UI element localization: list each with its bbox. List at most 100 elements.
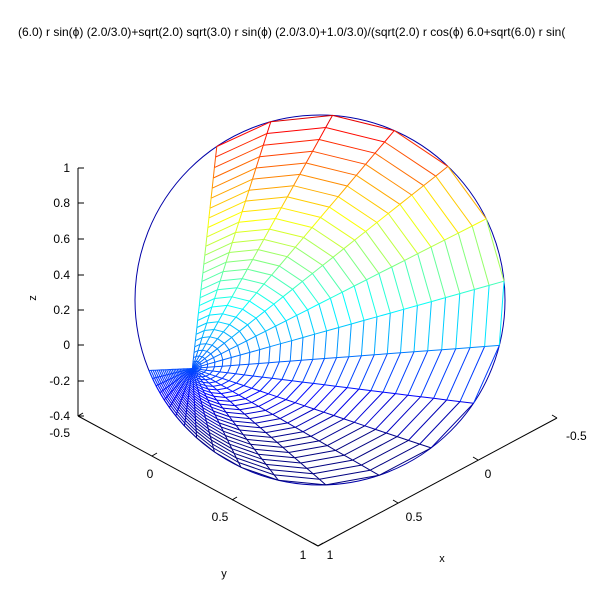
mesh-radial-segment — [187, 378, 190, 381]
mesh-radial-segment — [201, 366, 208, 369]
mesh-ring-segment — [361, 439, 409, 466]
mesh-ring-segment — [360, 320, 365, 356]
mesh-ring-segment — [211, 344, 218, 350]
mesh-ring-segment — [285, 320, 293, 341]
mesh-radial-segment — [391, 259, 405, 268]
mesh-ring-segment — [163, 399, 170, 408]
mesh-radial-segment — [165, 396, 168, 399]
mesh-radial-segment — [177, 406, 180, 410]
mesh-ring-segment — [206, 321, 219, 324]
mesh-radial-segment — [325, 115, 333, 128]
mesh-ring-segment — [221, 426, 244, 436]
mesh-radial-segment — [295, 402, 305, 407]
mesh-radial-segment — [299, 162, 307, 175]
mesh-radial-segment — [231, 448, 235, 454]
mesh-radial-segment — [216, 399, 221, 405]
mesh-ring-segment — [171, 377, 175, 383]
z-axis-label: z — [27, 295, 39, 301]
mesh-radial-segment — [167, 385, 170, 388]
x-axis-label: x — [439, 553, 445, 565]
mesh-radial-segment — [172, 399, 175, 403]
mesh-radial-segment — [474, 284, 490, 290]
mesh-radial-segment — [280, 196, 288, 209]
mesh-ring-segment — [204, 242, 233, 256]
mesh-ring-segment — [232, 238, 264, 244]
mesh-radial-segment — [279, 360, 291, 363]
mesh-radial-segment — [403, 305, 418, 310]
mesh-radial-segment — [370, 390, 384, 393]
mesh-radial-segment — [431, 297, 446, 303]
mesh-radial-segment — [210, 439, 213, 445]
mesh-radial-segment — [260, 427, 267, 433]
mesh-radial-segment — [170, 403, 173, 406]
mesh-ring-segment — [248, 185, 294, 191]
mesh-radial-segment — [175, 413, 178, 417]
mesh-radial-segment — [276, 442, 284, 448]
mesh-radial-segment — [220, 384, 228, 389]
mesh-ring-segment — [235, 316, 248, 326]
mesh-ring-segment — [220, 380, 230, 386]
mesh-radial-segment — [188, 375, 191, 378]
mesh-radial-segment — [180, 375, 183, 378]
mesh-radial-segment — [170, 390, 173, 393]
mesh-ring-segment — [222, 407, 240, 411]
mesh-radial-segment — [243, 385, 252, 389]
mesh-radial-segment — [202, 264, 205, 273]
mesh-radial-segment — [222, 357, 232, 361]
mesh-radial-segment — [332, 248, 345, 258]
mesh-radial-segment — [192, 361, 196, 366]
mesh-radial-segment — [179, 373, 182, 376]
mesh-ring-segment — [231, 296, 250, 302]
mesh-ring-segment — [216, 399, 231, 402]
mesh-ring-segment — [216, 387, 227, 391]
mesh-ring-segment — [209, 313, 223, 316]
mesh-radial-segment — [271, 265, 280, 276]
mesh-radial-segment — [199, 337, 203, 345]
mesh-ring-segment — [266, 463, 307, 469]
mesh-radial-segment — [222, 365, 231, 367]
mesh-ring-segment — [209, 336, 218, 340]
mesh-ring-segment — [196, 386, 204, 391]
mesh-radial-segment — [183, 371, 185, 374]
mesh-radial-segment — [169, 383, 173, 386]
mesh-radial-segment — [311, 217, 321, 228]
mesh-radial-segment — [198, 373, 203, 378]
mesh-ring-segment — [236, 374, 245, 384]
mesh-radial-segment — [156, 376, 159, 378]
mesh-ring-segment — [174, 376, 178, 381]
mesh-ring-segment — [228, 349, 232, 358]
mesh-radial-segment — [222, 262, 227, 272]
mesh-radial-segment — [328, 196, 339, 208]
mesh-ring-segment — [243, 434, 272, 438]
mesh-ring-segment — [175, 386, 180, 392]
mesh-radial-segment — [324, 384, 336, 387]
mesh-radial-segment — [351, 319, 365, 325]
mesh-ring-segment — [302, 415, 335, 433]
mesh-radial-segment — [246, 335, 257, 342]
mesh-radial-segment — [187, 380, 189, 383]
mesh-radial-segment — [248, 363, 259, 365]
mesh-ring-segment — [262, 458, 301, 464]
mesh-radial-segment — [188, 377, 190, 379]
mesh-radial-segment — [255, 310, 266, 319]
mesh-radial-segment — [182, 382, 185, 384]
mesh-radial-segment — [210, 348, 218, 355]
mesh-radial-segment — [214, 289, 218, 299]
mesh-ring-segment — [177, 408, 186, 419]
mesh-ring-segment — [225, 435, 251, 445]
mesh-radial-segment — [427, 349, 442, 352]
mesh-ring-segment — [210, 435, 233, 450]
mesh-radial-segment — [258, 405, 266, 411]
mesh-radial-segment — [231, 287, 238, 298]
mesh-ring-segment — [185, 417, 197, 429]
mesh-ring-segment — [270, 114, 333, 123]
mesh-ring-segment — [185, 386, 190, 392]
mesh-ring-segment — [400, 309, 405, 353]
mesh-ring-segment — [213, 395, 226, 398]
mesh-ring-segment — [313, 385, 337, 410]
mesh-radial-segment — [185, 370, 188, 373]
mesh-radial-segment — [186, 383, 188, 386]
mesh-ring-segment — [455, 293, 461, 349]
mesh-ring-segment — [176, 385, 181, 391]
mesh-radial-segment — [355, 163, 366, 176]
